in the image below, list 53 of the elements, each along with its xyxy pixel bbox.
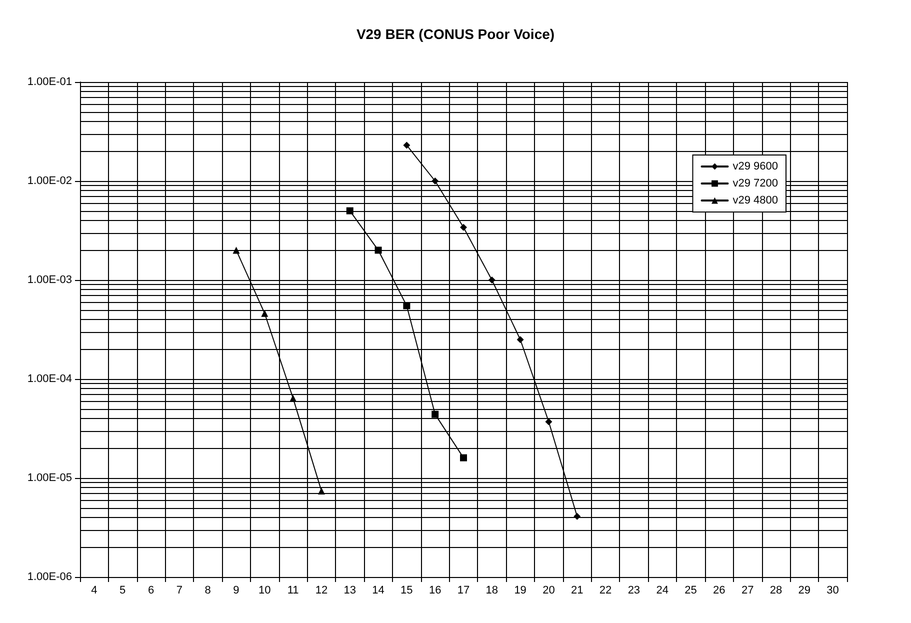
point: [261, 310, 268, 317]
x-tick-label: 10: [258, 584, 271, 596]
x-tick-label: 5: [120, 584, 126, 596]
y-tick-label: 1.00E-02: [27, 175, 72, 187]
x-tick-label: 30: [826, 584, 839, 596]
x-tick-label: 20: [542, 584, 555, 596]
x-tick-label: 16: [428, 584, 442, 596]
point: [432, 178, 439, 184]
y-tick-label: 1.00E-06: [27, 571, 72, 583]
x-tick-label: 9: [233, 584, 240, 596]
point: [488, 276, 496, 284]
point: [574, 512, 581, 520]
x-tick-label: 6: [148, 584, 154, 596]
x-tick-label: 19: [514, 584, 526, 596]
point: [318, 487, 325, 494]
point: [432, 410, 439, 418]
point: [232, 246, 240, 254]
y-tick-label: 1.00E-01: [27, 76, 72, 88]
x-tick-label: 22: [599, 584, 612, 596]
x-tick-label: 15: [400, 584, 413, 596]
chart-title: V29 BER (CONUS Poor Voice): [356, 26, 555, 42]
legend-label: v29 4800: [732, 194, 778, 206]
x-tick-label: 29: [798, 584, 811, 596]
x-tick-label: 28: [770, 584, 782, 596]
point: [290, 394, 297, 402]
x-tick-label: 26: [713, 584, 726, 596]
x-tick-label: 4: [91, 584, 98, 596]
x-tick-label: 12: [315, 584, 328, 596]
point: [460, 224, 467, 231]
x-tick-label: 17: [457, 584, 470, 596]
x-tick-label: 8: [204, 584, 211, 596]
point: [374, 246, 382, 254]
point: [403, 302, 410, 310]
point: [460, 454, 467, 462]
x-tick-label: 13: [344, 584, 356, 596]
x-tick-label: 11: [287, 584, 299, 596]
x-tick-label: 27: [741, 584, 754, 596]
point: [346, 207, 354, 214]
point: [516, 336, 524, 344]
x-tick-label: 23: [628, 584, 640, 596]
x-tick-label: 7: [176, 584, 182, 596]
y-tick-label: 1.00E-04: [27, 373, 72, 385]
y-tick-label: 1.00E-03: [27, 274, 72, 286]
x-tick-label: 24: [656, 584, 668, 596]
x-tick-label: 18: [486, 584, 498, 596]
x-tick-label: 25: [684, 584, 697, 596]
y-tick-label: 1.00E-05: [27, 472, 72, 484]
legend-label: v29 7200: [732, 178, 778, 190]
point: [545, 418, 552, 426]
legend-label: v29 9600: [732, 160, 778, 172]
x-tick-label: 14: [372, 584, 384, 596]
x-tick-label: 21: [571, 584, 584, 596]
point: [403, 142, 410, 149]
